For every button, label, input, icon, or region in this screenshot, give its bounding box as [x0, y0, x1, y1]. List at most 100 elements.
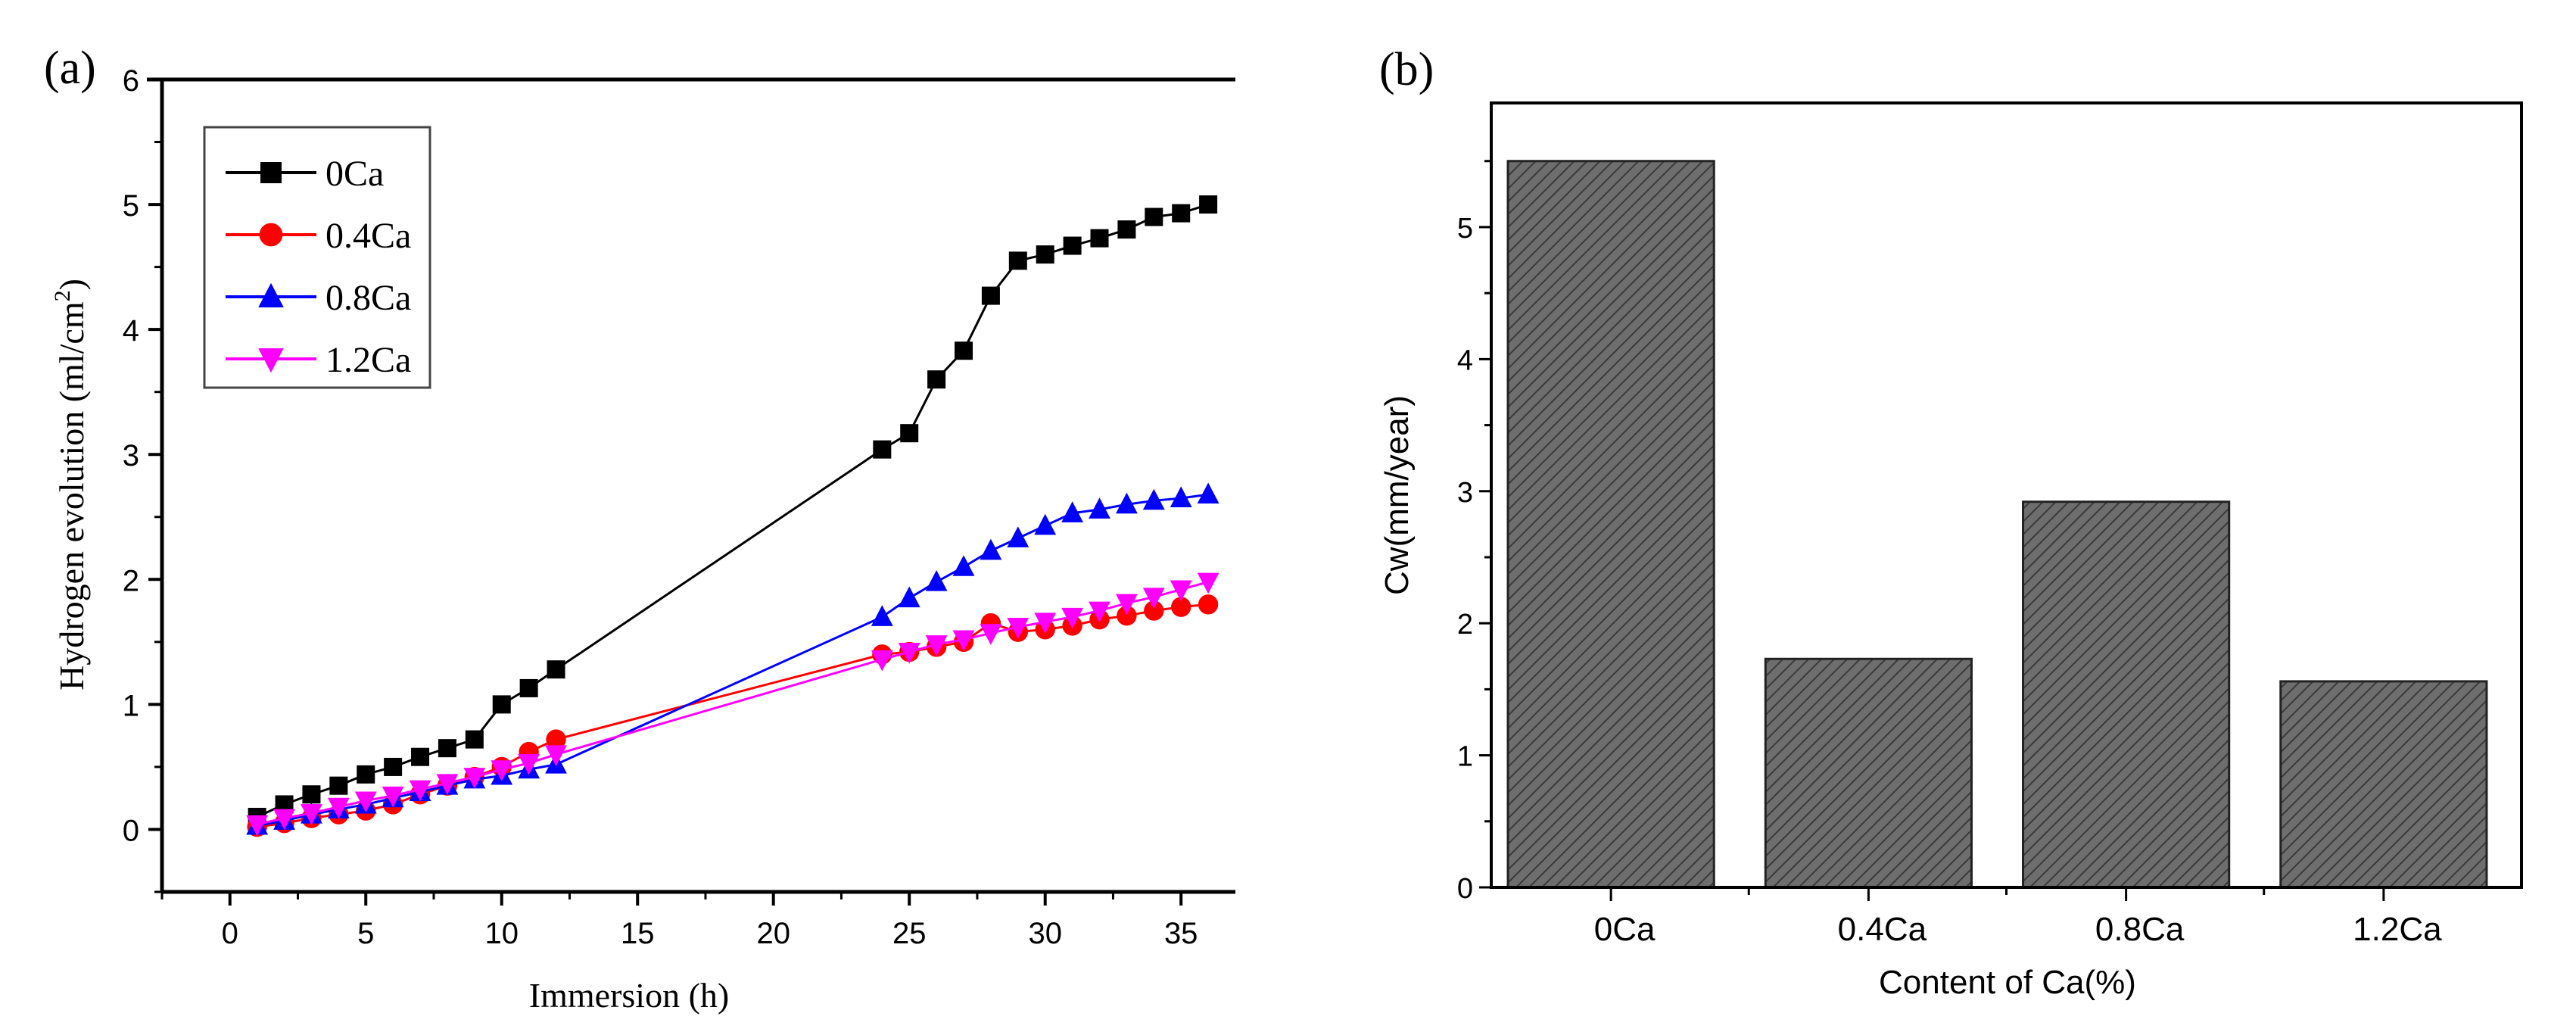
data-point-1.2Ca [382, 786, 404, 808]
panel-a-plot: 0 5 10 15 20 25 30 35 0 1 2 3 4 5 6 0Ca 0.4Ca 0.8Ca 1.2Ca [123, 64, 1235, 950]
data-point-1.2Ca [246, 815, 269, 837]
data-point-1.2Ca [898, 643, 920, 664]
legend-label: 0.8Ca [326, 278, 411, 318]
y-label-close: ) [52, 279, 91, 290]
data-point-0.8Ca [1089, 497, 1110, 519]
data-point-0.8Ca [925, 570, 948, 591]
bar-0Ca [1506, 160, 1715, 889]
data-point-1.2Ca [952, 630, 975, 652]
x-tick-label: 35 [1164, 917, 1198, 950]
panel-b-x-axis-label: Content of Ca(%) [1879, 964, 2136, 1001]
bar-0.8Ca [2022, 500, 2231, 889]
x-tick-label: 0 [222, 917, 238, 950]
bar-0.4Ca [1764, 657, 1973, 889]
panel-b-label: (b) [1379, 44, 1434, 95]
legend: 0Ca 0.4Ca 0.8Ca 1.2Ca [203, 126, 431, 389]
data-point-1.2Ca [491, 760, 513, 781]
data-point-0Ca [329, 776, 348, 795]
panel-a-x-axis-label: Immersion (h) [529, 976, 729, 1015]
legend-label: 0Ca [326, 154, 384, 194]
data-point-0Ca [955, 341, 973, 360]
data-point-0.8Ca [1007, 526, 1029, 547]
legend-box [203, 126, 431, 389]
data-point-1.2Ca [409, 780, 431, 802]
data-point-0.8Ca [1197, 482, 1219, 504]
x-tick-label: 20 [756, 917, 790, 950]
data-point-0.8Ca [1170, 486, 1192, 508]
data-point-0.4Ca [1171, 597, 1191, 617]
y-label-main: Hydrogen evolution (ml/cm [52, 301, 91, 691]
data-point-1.2Ca [463, 768, 486, 789]
legend-label: 1.2Ca [326, 340, 411, 380]
legend-marker-1.2Ca [258, 348, 284, 373]
y-tick-label: 1 [1457, 741, 1473, 773]
data-point-0Ca [1172, 204, 1191, 223]
data-point-1.2Ca [545, 745, 567, 767]
data-point-0.8Ca [1142, 488, 1165, 510]
legend-marker-0.4Ca [259, 223, 283, 247]
x-tick-label: 5 [357, 917, 374, 950]
legend-marker-0.8Ca [258, 282, 284, 307]
data-point-1.2Ca [354, 791, 377, 813]
data-point-0.4Ca [1144, 600, 1164, 621]
data-point-0Ca [1117, 220, 1136, 239]
x-tick-label: 0.4Ca [1838, 911, 1927, 948]
data-point-1.2Ca [327, 797, 350, 819]
data-point-0Ca [1090, 229, 1109, 248]
data-point-0Ca [519, 678, 538, 697]
data-point-0Ca [411, 747, 430, 766]
panel-a-y-axis-label: Hydrogen evolution (ml/cm2) [50, 279, 91, 691]
data-point-0Ca [900, 424, 919, 443]
data-point-0.8Ca [952, 555, 975, 576]
data-point-0.4Ca [546, 729, 566, 750]
data-point-0.8Ca [1116, 492, 1138, 514]
data-point-0Ca [492, 695, 511, 714]
data-point-0.4Ca [1117, 605, 1137, 626]
data-point-0.8Ca [980, 538, 1002, 560]
y-tick-label: 6 [123, 64, 139, 98]
data-point-1.2Ca [925, 635, 948, 656]
y-tick-label: 1 [123, 689, 139, 722]
data-point-0Ca [302, 785, 321, 804]
panel-b-y-axis-label: Cw(mm/year) [1378, 395, 1416, 595]
x-tick-label: 10 [484, 917, 519, 950]
x-tick-label: 25 [892, 917, 927, 950]
data-point-1.2Ca [980, 624, 1002, 645]
data-point-0Ca [384, 757, 403, 776]
y-tick-label: 0 [1457, 873, 1473, 905]
x-tick-label: 15 [621, 917, 655, 950]
data-point-0Ca [1063, 236, 1082, 255]
data-point-0Ca [981, 286, 1000, 305]
data-point-1.2Ca [436, 774, 459, 795]
data-point-1.2Ca [518, 753, 540, 775]
y-tick-label: 2 [1457, 609, 1473, 641]
series-0.8Ca [246, 482, 1219, 835]
x-tick-label: 1.2Ca [2353, 911, 2442, 948]
series-1.2Ca [246, 572, 1219, 837]
data-point-0Ca [1199, 195, 1218, 214]
data-point-1.2Ca [1170, 580, 1192, 602]
data-point-0.8Ca [1061, 501, 1084, 522]
y-tick-label: 4 [1457, 344, 1473, 376]
legend-marker-0Ca [260, 162, 282, 183]
data-point-1.2Ca [871, 650, 893, 672]
data-point-0Ca [927, 370, 946, 389]
data-point-0Ca [438, 739, 456, 758]
y-label-superscript: 2 [50, 290, 75, 301]
x-tick-label: 0.8Ca [2095, 911, 2185, 948]
x-tick-label: 0Ca [1594, 911, 1656, 948]
data-point-0Ca [465, 730, 484, 749]
data-point-0Ca [1145, 207, 1163, 226]
y-tick-label: 3 [1457, 477, 1473, 509]
data-point-0Ca [357, 765, 375, 784]
panel-b-plot: 0Ca 0.4Ca 0.8Ca 1.2Ca 0 1 2 3 4 5 [1457, 101, 2523, 948]
data-point-1.2Ca [273, 809, 295, 831]
y-tick-label: 0 [123, 814, 139, 847]
data-point-0Ca [873, 440, 892, 459]
data-point-1.2Ca [1116, 594, 1138, 616]
data-point-1.2Ca [1034, 613, 1057, 634]
y-tick-label: 5 [123, 189, 139, 223]
data-point-0.8Ca [871, 605, 893, 626]
data-point-1.2Ca [301, 804, 322, 825]
